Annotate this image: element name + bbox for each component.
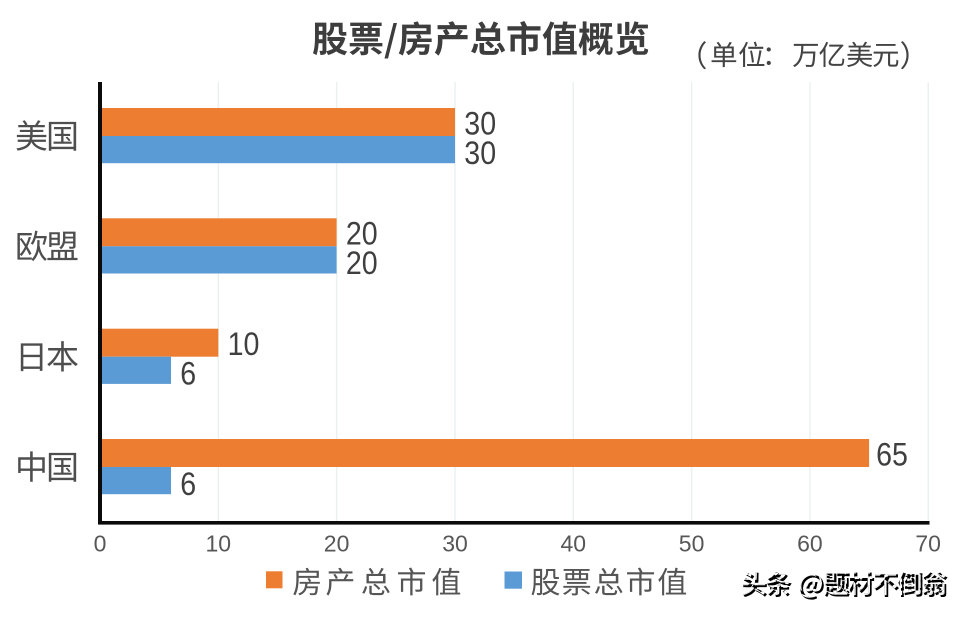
svg-text:40: 40 <box>561 531 587 557</box>
svg-text:30: 30 <box>442 531 468 557</box>
svg-text:10: 10 <box>228 326 260 362</box>
svg-text:50: 50 <box>679 531 705 557</box>
svg-text:0: 0 <box>94 531 107 557</box>
svg-text:6: 6 <box>180 356 196 392</box>
svg-text:20: 20 <box>346 246 378 282</box>
svg-text:20: 20 <box>346 216 378 252</box>
svg-text:70: 70 <box>915 531 941 557</box>
svg-text:30: 30 <box>464 135 496 171</box>
svg-text:20: 20 <box>324 531 350 557</box>
svg-text:65: 65 <box>876 437 908 473</box>
svg-text:10: 10 <box>206 531 232 557</box>
svg-text:60: 60 <box>797 531 823 557</box>
svg-text:6: 6 <box>180 466 196 502</box>
svg-text:30: 30 <box>464 106 496 142</box>
